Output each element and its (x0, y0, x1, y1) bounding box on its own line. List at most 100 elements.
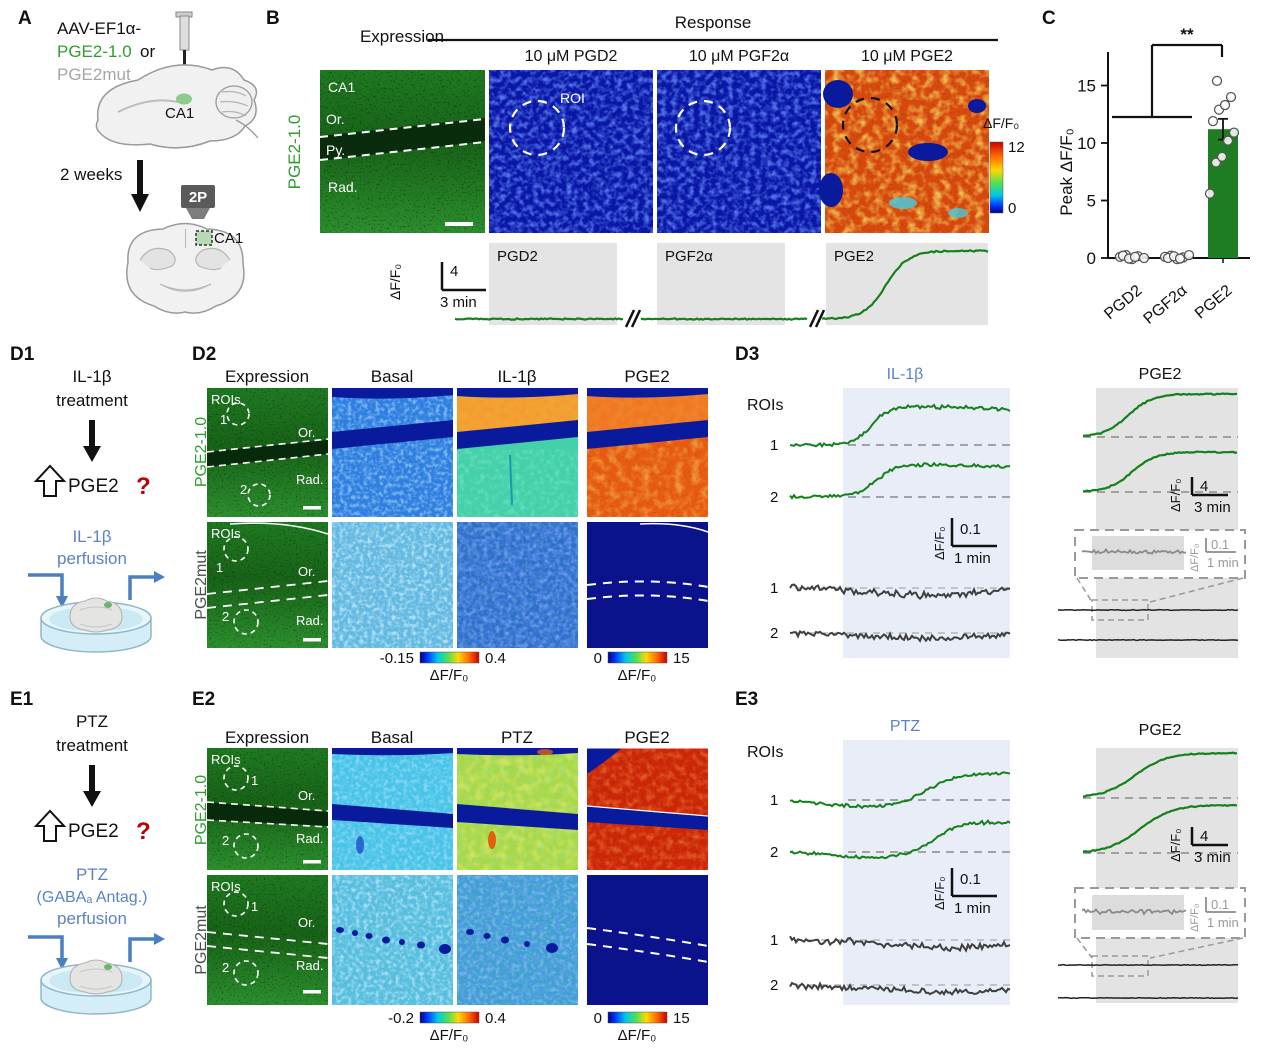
cb1-title: ΔF/F₀ (430, 667, 469, 684)
x-category-label: PGD2 (1101, 282, 1145, 323)
dff-label: ΔF/F₀ (1168, 828, 1183, 862)
mut-trace1-num: 1 (770, 932, 778, 949)
inset-scale-h: 1 min (1207, 555, 1239, 570)
rois-header: ROIs (747, 744, 783, 761)
colorbar-b: ΔF/F₀ 12 0 (983, 115, 1025, 217)
pyramidale-label: Py. (326, 142, 345, 158)
data-point (1211, 75, 1223, 87)
roi-1-num: 1 (251, 899, 258, 914)
injection-site (176, 93, 192, 105)
e2-pge2-image-sensor (586, 747, 709, 870)
col-header-pge2: 10 μM PGE2 (861, 48, 953, 65)
pge2-shade (1096, 748, 1238, 1003)
data-point (1129, 251, 1141, 263)
colorbar-b-min: 0 (1008, 200, 1016, 217)
gray-trace-1 (789, 935, 1011, 953)
pge2-green-trace-2 (1082, 803, 1237, 853)
radiatum-label: Rad. (296, 831, 323, 846)
pge2-header: PGE2 (1139, 722, 1182, 739)
data-point (1228, 127, 1240, 138)
significance-stars: ** (1180, 25, 1194, 44)
scale-v: 0.1 (960, 871, 981, 888)
d2-expression-image-mut: ROIs 1 Or. 2 Rad. (206, 522, 329, 648)
construct-line1: AAV-EF1α- (57, 19, 141, 38)
d3-big-scale: ΔF/F₀ 4 3 min (1168, 477, 1231, 516)
data-point (1138, 252, 1150, 264)
e2-basal-image-mut (332, 875, 453, 1005)
cb2-min: 0 (594, 1010, 602, 1027)
construct-line2-green: PGE2-1.0 (57, 42, 132, 61)
e2-header-basal: Basal (371, 728, 414, 747)
cb2-title: ΔF/F₀ (618, 667, 657, 684)
e2-pge2-image-mut (586, 875, 709, 1005)
rois-header: ROIs (747, 397, 783, 414)
scale-bar (303, 990, 321, 994)
stim-shade (843, 388, 1010, 658)
response-image-pge2 (819, 70, 989, 233)
panel-b-label: B (266, 8, 280, 29)
axis-break-icon (624, 309, 826, 328)
oriens-label: Or. (298, 788, 315, 803)
e2-expression-image-mut: ROIs 1 Or. 2 Rad. (206, 875, 329, 1005)
cb1-max: 0.4 (485, 1010, 506, 1027)
y-tick-label: 15 (1077, 77, 1096, 96)
pge2-header: PGE2 (1139, 366, 1182, 383)
stim-shade (843, 740, 1010, 1005)
sagittal-brain-illustration (95, 64, 259, 149)
dff-label: ΔF/F₀ (932, 876, 947, 910)
oriens-label: Or. (298, 564, 315, 579)
e3-inset: ΔF/F₀ 0.1 1 min (1074, 887, 1246, 939)
treatment-name: PTZ (76, 712, 108, 731)
panel-d2: D2 Expression Basal IL-1β PGE2 PGE2-1.0 … (192, 344, 709, 684)
d2-pge2-image-mut (586, 522, 709, 648)
two-photon-objective-icon (181, 185, 215, 219)
inset-trace (1081, 908, 1187, 916)
response-image-pgd2: ROI (489, 70, 653, 233)
petri-dish-illustration (28, 933, 165, 1015)
colorbar-b-title: ΔF/F₀ (983, 115, 1019, 131)
e2-row2-label: PGE2mut (193, 905, 210, 975)
slice-ca1-spot (104, 964, 112, 970)
panel-d3: D3 ROIs IL-1β 1 2 ΔF/F₀ 0.1 1 min 1 2 PG… (735, 344, 1246, 658)
perfusion-agent: PTZ (76, 865, 108, 884)
stim-header: IL-1β (887, 366, 924, 383)
significance-bracket: ** (1112, 25, 1224, 119)
d3-small-scale: ΔF/F₀ 0.1 1 min (932, 518, 997, 567)
pge2-question: PGE2 (68, 476, 119, 497)
radiatum-label: Rad. (296, 613, 323, 628)
roi-circle (508, 99, 566, 157)
d2-colorbar-relative: -0.15 0.4 ΔF/F₀ (380, 650, 506, 684)
roi-circle-dark (841, 96, 899, 154)
expression-image-b: CA1 Or. Py. Rad. (319, 70, 486, 233)
cb1-min: -0.2 (388, 1010, 414, 1027)
down-arrow-icon (131, 160, 149, 212)
roi-1-circle (223, 891, 249, 917)
expression-header: Expression (360, 27, 444, 46)
down-arrow-icon (83, 420, 101, 462)
response-header: Response (675, 13, 752, 32)
scale-h-label: 3 min (440, 294, 477, 311)
ca1-imaging-box (195, 230, 213, 246)
radiatum-label: Rad. (328, 179, 358, 195)
green-trace-1 (789, 403, 1011, 449)
colorbar-b-max: 12 (1008, 139, 1025, 156)
construct-line2-rest: or (140, 42, 155, 61)
oriens-label: Or. (326, 111, 345, 127)
d2-header-basal: Basal (371, 367, 414, 386)
question-mark: ? (136, 818, 151, 845)
mut-flat-trace-1 (1057, 963, 1239, 967)
d2-row1-label: PGE2-1.0 (193, 417, 210, 487)
green-trace-2 (789, 461, 1011, 500)
y-tick-label: 0 (1087, 249, 1096, 268)
data-point (1204, 188, 1216, 199)
gray-trace-1 (789, 583, 1011, 600)
oriens-label: Or. (298, 425, 315, 440)
scale-v-label: 4 (450, 263, 458, 280)
pge2-green-trace-2 (1082, 450, 1238, 493)
scale-bar (445, 222, 473, 226)
stim-header: PTZ (890, 718, 920, 735)
data-point (1207, 116, 1219, 127)
roi-2-circle (247, 483, 271, 507)
mut-trace1-num: 1 (770, 580, 778, 597)
